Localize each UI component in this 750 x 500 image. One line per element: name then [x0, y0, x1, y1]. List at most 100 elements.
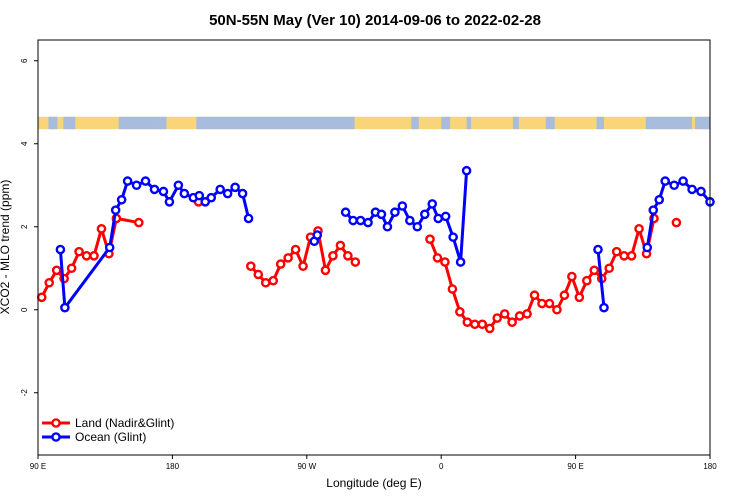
- data-point: [574, 292, 585, 303]
- legend-label: Land (Nadir&Glint): [75, 416, 174, 430]
- data-point: [619, 250, 629, 261]
- data-point: [660, 176, 671, 186]
- data-point: [469, 319, 480, 330]
- data-point: [328, 250, 338, 261]
- data-point: [611, 246, 622, 257]
- legend: Land (Nadir&Glint)Ocean (Glint): [42, 416, 174, 444]
- ocean-band: [596, 116, 604, 130]
- data-point: [104, 242, 115, 253]
- series-line: [58, 179, 251, 310]
- data-point: [81, 250, 92, 261]
- data-point: [335, 240, 346, 251]
- data-point: [164, 197, 175, 207]
- data-point: [484, 323, 495, 334]
- data-point: [298, 261, 308, 271]
- data-point: [544, 298, 555, 309]
- data-point: [376, 209, 387, 220]
- plot-frame: [37, 39, 711, 456]
- data-point: [440, 211, 451, 222]
- data-point: [448, 232, 458, 242]
- data-point: [537, 298, 547, 309]
- y-tick-label: -2: [20, 389, 29, 397]
- ocean-band: [411, 116, 419, 130]
- ocean-band: [48, 116, 58, 130]
- data-point: [514, 311, 525, 321]
- x-tick-label: 90 E: [30, 462, 46, 471]
- data-point: [237, 188, 248, 199]
- data-point: [669, 180, 679, 191]
- data-point: [599, 302, 609, 313]
- legend-marker: [51, 432, 61, 442]
- series-ocean: [55, 165, 715, 313]
- data-point: [648, 205, 659, 215]
- data-point: [275, 259, 286, 269]
- data-point: [179, 188, 190, 199]
- chart-title: 50N-55N May (Ver 10) 2014-09-06 to 2022-…: [209, 12, 541, 29]
- ocean-band: [645, 116, 693, 130]
- y-tick-label: 6: [20, 58, 29, 63]
- data-point: [173, 180, 184, 191]
- data-point: [268, 275, 279, 286]
- data-point: [253, 269, 264, 280]
- data-point: [260, 277, 271, 288]
- data-point: [89, 250, 99, 261]
- data-point: [642, 242, 653, 253]
- data-point: [245, 261, 256, 271]
- series-line: [249, 229, 357, 285]
- data-point: [462, 317, 473, 328]
- data-point: [343, 250, 353, 261]
- data-point: [425, 234, 435, 244]
- x-tick-label: 90 W: [297, 462, 316, 471]
- ocean-band: [63, 116, 76, 130]
- x-tick-label: 180: [166, 462, 180, 471]
- data-point: [432, 253, 443, 263]
- data-point: [55, 244, 66, 255]
- data-point: [158, 186, 169, 197]
- data-point: [634, 224, 644, 234]
- ocean-band: [695, 116, 710, 130]
- data-point: [455, 257, 466, 267]
- x-axis-label: Longitude (deg E): [326, 476, 421, 490]
- data-point: [604, 263, 615, 274]
- data-point: [312, 230, 323, 240]
- land-ocean-mask: [38, 116, 710, 130]
- data-point: [283, 253, 293, 263]
- data-point: [492, 313, 503, 323]
- data-point: [419, 209, 430, 220]
- data-point: [455, 307, 465, 317]
- x-tick-label: 180: [703, 462, 717, 471]
- legend-marker: [51, 418, 61, 428]
- data-point: [567, 271, 577, 282]
- ocean-band: [545, 116, 555, 130]
- data-point: [390, 207, 400, 218]
- data-point: [678, 176, 688, 186]
- data-point: [320, 265, 331, 276]
- ocean-band: [267, 116, 355, 130]
- data-point: [222, 188, 233, 199]
- data-point: [447, 284, 458, 294]
- data-point: [133, 217, 144, 228]
- data-point: [340, 207, 351, 218]
- data-point: [671, 217, 682, 228]
- data-point: [350, 257, 361, 267]
- data-point: [382, 221, 393, 232]
- data-point: [243, 213, 254, 224]
- data-point: [507, 317, 517, 328]
- data-point: [74, 246, 84, 257]
- data-point: [290, 244, 301, 255]
- data-point: [397, 201, 408, 211]
- data-point: [116, 194, 127, 205]
- data-point: [230, 182, 240, 193]
- data-point: [654, 194, 665, 205]
- data-point: [461, 165, 472, 176]
- data-point: [110, 205, 121, 215]
- data-point: [140, 176, 151, 186]
- data-point: [522, 309, 532, 319]
- data-point: [405, 215, 415, 226]
- data-point: [363, 217, 373, 228]
- axis-ticks: 90 E 180 90 W 0 90 E 180 -2 0 2 4 6: [20, 58, 717, 471]
- data-point: [440, 257, 450, 267]
- data-point: [96, 224, 107, 234]
- ocean-band: [512, 116, 519, 130]
- series-layer: [36, 165, 715, 334]
